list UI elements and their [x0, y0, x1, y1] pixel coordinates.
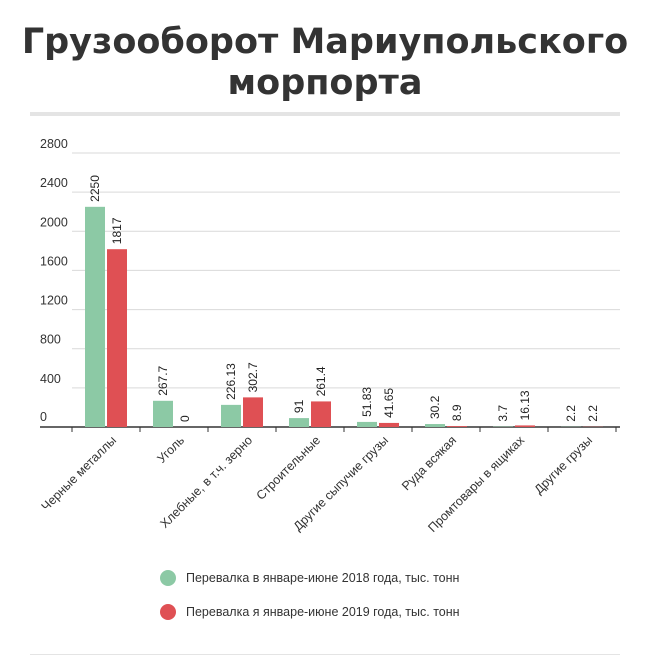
data-label: 2250	[88, 175, 102, 202]
title-divider	[30, 112, 620, 116]
bar	[515, 425, 535, 427]
bar	[289, 418, 309, 427]
bar	[85, 206, 105, 427]
chart-title: Грузооборот Мариупольского морпорта	[0, 22, 650, 104]
y-tick-label: 2400	[40, 176, 68, 190]
chart-title-line-2: морпорта	[227, 63, 423, 103]
bar	[311, 401, 331, 427]
data-label: 1817	[110, 217, 124, 244]
bar	[153, 400, 173, 427]
x-category-label: Руда всякая	[399, 433, 459, 493]
bar	[107, 249, 127, 427]
data-label: 30.2	[428, 395, 442, 419]
data-label: 2.2	[586, 405, 600, 422]
chart-title-line-1: Грузооборот Мариупольского	[21, 22, 629, 62]
bar	[425, 424, 445, 427]
data-label: 41.65	[382, 388, 396, 418]
data-label: 302.7	[246, 362, 260, 392]
y-tick-label: 2000	[40, 215, 68, 229]
data-label: 51.83	[360, 387, 374, 417]
data-label: 267.7	[156, 365, 170, 395]
bottom-divider	[30, 654, 620, 655]
bar	[221, 404, 241, 427]
data-label: 226.13	[224, 363, 238, 400]
data-label: 2.2	[564, 405, 578, 422]
legend-label-2018: Перевалка в январе-июне 2018 года, тыс. …	[186, 571, 460, 585]
data-label: 91	[292, 399, 306, 413]
bar	[243, 397, 263, 427]
x-category-label: Строительные	[254, 433, 324, 503]
data-label: 8.9	[450, 404, 464, 421]
y-tick-label: 2800	[40, 137, 68, 151]
y-tick-label: 1200	[40, 294, 68, 308]
x-category-label: Другие грузы	[532, 433, 596, 497]
legend-item-2018[interactable]: Перевалка в январе-июне 2018 года, тыс. …	[160, 570, 459, 586]
legend-swatch-2018	[160, 570, 176, 586]
bar	[447, 426, 467, 427]
bar	[357, 421, 377, 427]
legend-label-2019: Перевалка я январе-июне 2019 года, тыс. …	[186, 605, 460, 619]
legend-item-2019[interactable]: Перевалка я январе-июне 2019 года, тыс. …	[160, 604, 460, 620]
y-tick-label: 0	[40, 410, 47, 424]
y-tick-label: 800	[40, 333, 61, 347]
data-label: 261.4	[314, 366, 328, 396]
data-label: 16.13	[518, 390, 532, 420]
x-category-label: Черные металлы	[39, 433, 119, 513]
bar	[379, 422, 399, 427]
y-tick-label: 1600	[40, 254, 68, 268]
data-label: 3.7	[496, 405, 510, 422]
x-category-label: Уголь	[154, 433, 187, 466]
data-label: 0	[178, 415, 192, 422]
y-tick-label: 400	[40, 372, 61, 386]
legend-swatch-2019	[160, 604, 176, 620]
